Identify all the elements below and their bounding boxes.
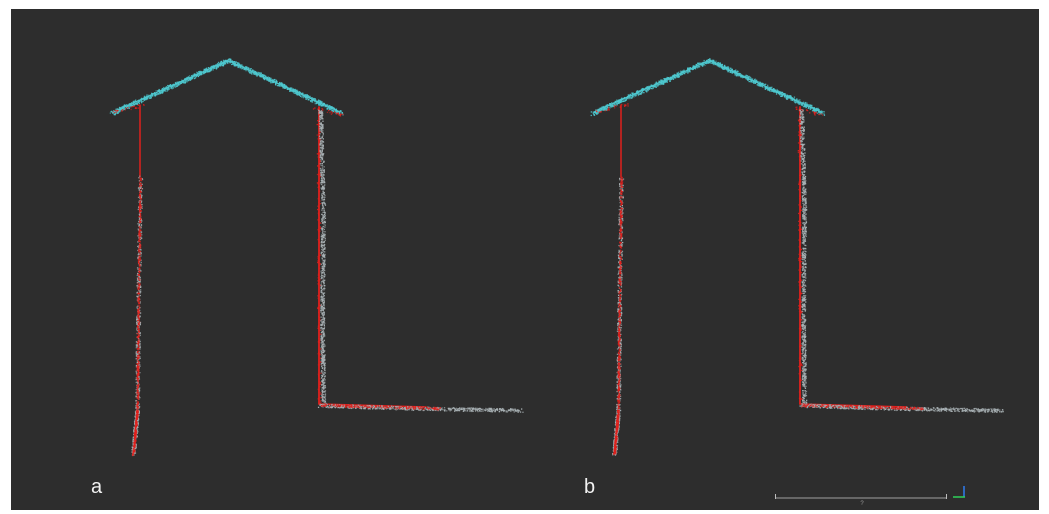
right-wall-red	[316, 118, 322, 405]
right-wall-noise	[318, 109, 327, 406]
panel-a-point-cloud	[109, 58, 524, 457]
point-cloud-scene[interactable]	[11, 9, 1039, 510]
panel-label-a: a	[91, 476, 103, 498]
roof-left-edge	[593, 60, 709, 113]
panel-label-b: b	[584, 476, 596, 498]
roof-right-edge	[228, 60, 341, 113]
right-wall-red	[797, 119, 803, 400]
roof-right-eave-red	[312, 107, 344, 117]
floor-red	[801, 404, 924, 411]
right-wall-noise	[799, 109, 808, 406]
axis-orientation-icon	[953, 486, 965, 498]
roof-right-edge	[709, 60, 822, 113]
roof-left-eave-red	[112, 104, 145, 114]
panel-b-point-cloud	[590, 58, 1004, 456]
left-wall-red	[613, 176, 624, 456]
scale-bar-value: ?	[860, 501, 864, 507]
floor-red	[320, 404, 441, 411]
left-wall-red	[132, 177, 143, 457]
roof-left-edge	[112, 60, 228, 113]
scale-bar	[775, 494, 947, 499]
point-cloud-viewport[interactable]: a b ?	[11, 9, 1039, 510]
roof-left-eave-red	[595, 103, 629, 113]
